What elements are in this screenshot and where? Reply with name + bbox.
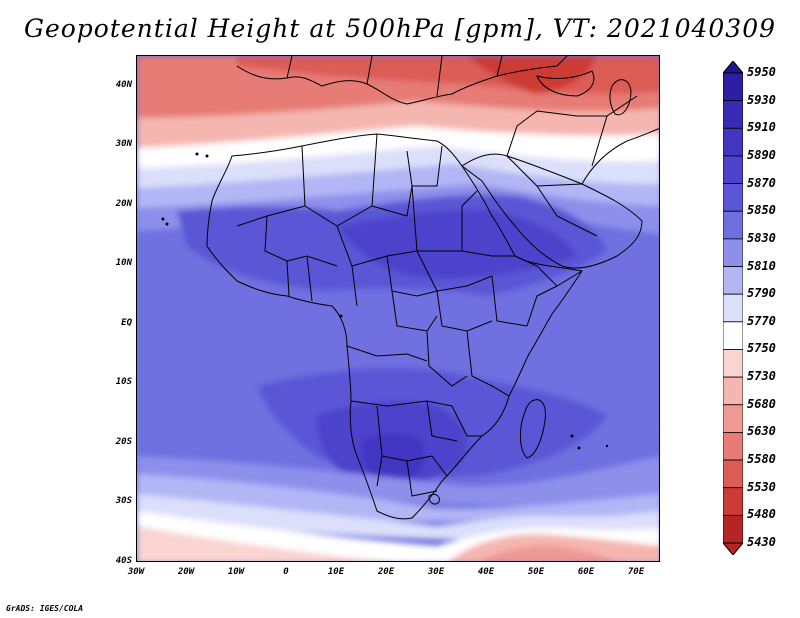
colorbar-cell	[723, 487, 743, 516]
colorbar-cell	[723, 404, 743, 433]
grads-credit: GrADS: IGES/COLA	[6, 604, 84, 613]
colorbar-level-label: 5770	[747, 313, 776, 328]
lon-label-20w: 20W	[177, 567, 195, 577]
lat-label-20n: 20N	[115, 199, 132, 209]
lat-label-20s: 20S	[115, 437, 132, 447]
islands	[161, 152, 609, 450]
lat-label-10s: 10S	[115, 377, 132, 387]
colorbar-level-label: 5930	[747, 92, 776, 107]
colorbar-cell	[723, 459, 743, 489]
lat-label-40n: 40N	[115, 80, 132, 90]
colorbar-level-label: 5530	[747, 479, 776, 494]
lon-label-30w: 30W	[127, 567, 145, 577]
colorbar-cell	[723, 238, 743, 267]
map-panel[interactable]	[136, 55, 660, 562]
lon-label-10e: 10E	[327, 567, 345, 577]
lon-label-50e: 50E	[527, 567, 545, 577]
lon-label-0: 0	[283, 567, 289, 577]
colorbar-level-label: 5790	[747, 286, 776, 301]
colorbar-cell	[723, 266, 743, 295]
colorbar-level-label: 5890	[747, 147, 776, 162]
lon-label-10w: 10W	[227, 567, 245, 577]
colorbar-cell	[723, 293, 743, 323]
colorbar	[723, 61, 743, 555]
lon-label-30e: 30E	[427, 567, 445, 577]
colorbar-cell	[723, 349, 743, 378]
lat-label-30s: 30S	[115, 496, 132, 506]
colorbar-level-label: 5730	[747, 369, 776, 384]
colorbar-cell	[723, 210, 743, 240]
colorbar-bottom-arrow	[723, 542, 743, 555]
map-title: Geopotential Height at 500hPa [gpm], VT:…	[23, 14, 777, 43]
colorbar-level-label: 5830	[747, 230, 776, 245]
lat-label-40s: 40S	[115, 556, 132, 566]
lon-label-20e: 20E	[377, 567, 395, 577]
colorbar-level-label: 5870	[747, 175, 776, 190]
height-field	[137, 56, 659, 561]
lon-label-70e: 70E	[627, 567, 645, 577]
colorbar-level-label: 5810	[747, 258, 776, 273]
lat-label-10n: 10N	[115, 258, 132, 268]
country-boundaries	[206, 56, 659, 520]
colorbar-level-label: 5480	[747, 507, 776, 522]
colorbar-level-label: 5680	[747, 396, 776, 411]
colorbar-cell	[723, 127, 743, 157]
colorbar-top-arrow	[723, 61, 743, 74]
colorbar-cell	[723, 100, 743, 129]
colorbar-cell	[723, 376, 743, 406]
colorbar-cell	[723, 321, 743, 350]
lon-label-60e: 60E	[577, 567, 595, 577]
colorbar-level-label: 5910	[747, 120, 776, 135]
colorbar-cell	[723, 432, 743, 461]
colorbar-level-label: 5430	[747, 535, 776, 549]
lat-label-eq: EQ	[121, 318, 132, 328]
colorbar-level-label: 5630	[747, 424, 776, 439]
colorbar-cell	[723, 72, 743, 102]
colorbar-cell	[723, 155, 743, 184]
lon-label-40e: 40E	[477, 567, 495, 577]
colorbar-level-label: 5750	[747, 341, 776, 356]
colorbar-cell	[723, 183, 743, 212]
colorbar-level-label: 5580	[747, 452, 776, 467]
geopotential-map	[137, 56, 659, 561]
colorbar-cell	[723, 514, 743, 544]
colorbar-level-label: 5950	[747, 65, 776, 79]
lat-label-30n: 30N	[115, 139, 132, 149]
colorbar-level-label: 5850	[747, 203, 776, 218]
